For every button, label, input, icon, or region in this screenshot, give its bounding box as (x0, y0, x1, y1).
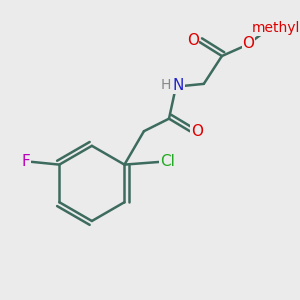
Text: O: O (191, 124, 203, 139)
Text: methyl: methyl (252, 21, 300, 35)
Text: O: O (187, 33, 199, 48)
Text: N: N (172, 78, 184, 93)
Text: H: H (161, 78, 171, 92)
Text: F: F (22, 154, 30, 169)
Text: O: O (242, 36, 254, 51)
Text: Cl: Cl (160, 154, 175, 169)
